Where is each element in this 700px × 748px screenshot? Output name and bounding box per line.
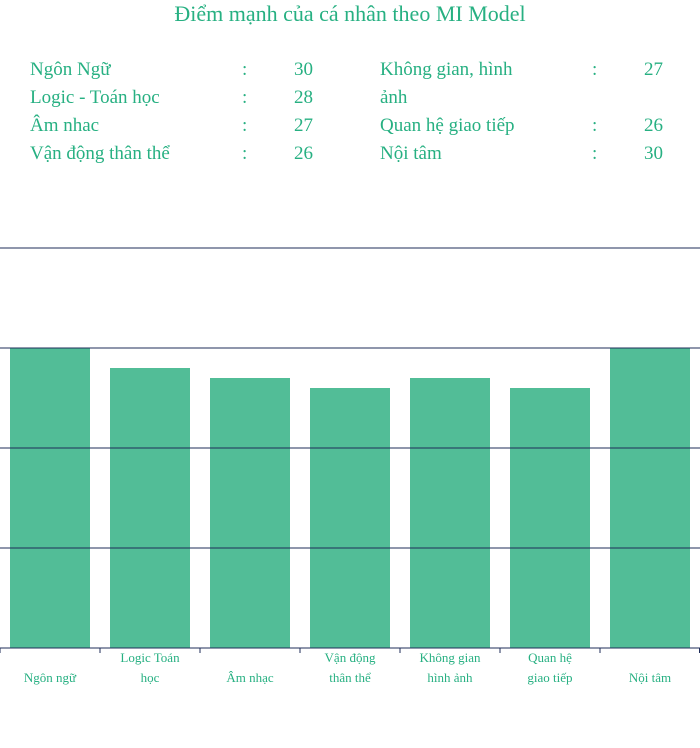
score-value: 28	[294, 87, 313, 108]
score-separator: :	[592, 143, 598, 164]
score-row: Quan hệ giao tiếp : 26	[380, 112, 680, 140]
score-row: Âm nhac : 27	[30, 112, 330, 140]
x-tick-label: Quan hệ	[528, 650, 572, 665]
score-value: 26	[644, 115, 663, 136]
bar-chart: Ngôn ngữ Logic Toán học Âm nhạc Vận động thân…	[0, 247, 700, 685]
score-row: Vận động thân thể : 26	[30, 140, 330, 168]
score-label: Âm nhac	[30, 115, 100, 136]
x-tick-label: Ngôn ngữ	[24, 670, 77, 685]
score-row: Logic - Toán học : 28	[30, 84, 330, 112]
bar	[10, 348, 90, 648]
score-row: Ngôn Ngữ : 30	[30, 56, 330, 84]
x-tick-label: hình ảnh	[427, 670, 473, 685]
x-tick-label: Logic Toán	[120, 650, 180, 665]
score-label: Logic - Toán học	[30, 87, 160, 108]
x-tick-label: Âm nhạc	[226, 670, 274, 685]
score-separator: :	[242, 143, 248, 164]
score-label: Vận động thân thể	[30, 143, 170, 164]
x-tick-label: Không gian	[419, 650, 481, 665]
score-value: 26	[294, 143, 313, 164]
score-separator: :	[592, 115, 598, 136]
score-label: Ngôn Ngữ	[30, 59, 111, 80]
score-label: Nội tâm	[380, 143, 442, 164]
page-title: Điểm mạnh của cá nhân theo MI Model	[174, 1, 526, 26]
score-label: Quan hệ giao tiếp	[380, 115, 515, 136]
bar	[110, 368, 190, 648]
score-separator: :	[242, 87, 248, 108]
x-tick-label: học	[141, 670, 160, 685]
score-value: 27	[644, 59, 663, 80]
x-tick-label: Nội tâm	[629, 670, 671, 685]
score-value: 30	[294, 59, 313, 80]
score-row: Nội tâm : 30	[380, 140, 680, 168]
bar	[510, 388, 590, 648]
score-value: 30	[644, 143, 663, 164]
score-separator: :	[592, 59, 598, 80]
bar	[610, 348, 690, 648]
bar	[210, 378, 290, 648]
scores-right: Không gian, hình ảnh : 27 Quan hệ giao t…	[380, 56, 680, 168]
x-tick-label: thân thể	[329, 670, 371, 685]
score-label: Không gian, hình ảnh	[380, 59, 513, 108]
score-value: 27	[294, 115, 313, 136]
score-row: Không gian, hình ảnh : 27	[380, 56, 680, 112]
x-tick-label: Vận động	[325, 650, 376, 665]
scores-left: Ngôn Ngữ : 30 Logic - Toán học : 28 Âm n…	[30, 56, 330, 168]
bar	[310, 388, 390, 648]
score-separator: :	[242, 115, 248, 136]
score-separator: :	[242, 59, 248, 80]
x-tick-label: giao tiếp	[527, 670, 572, 685]
bar	[410, 378, 490, 648]
